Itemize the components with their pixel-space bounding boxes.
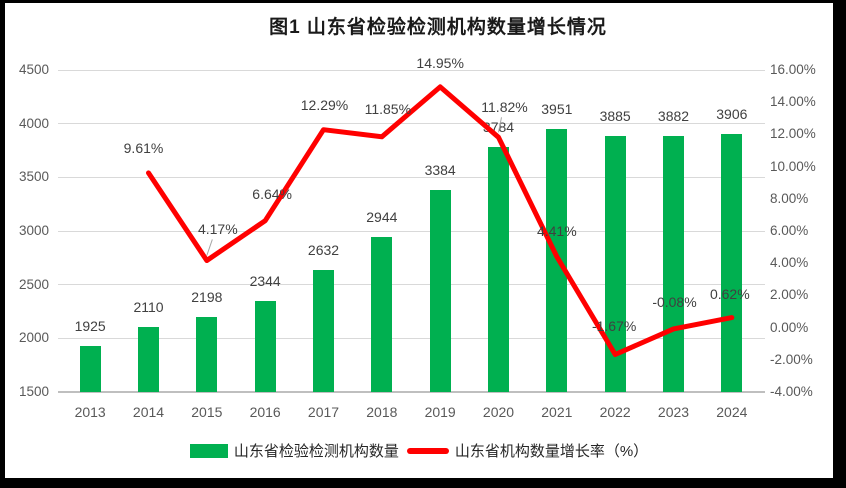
grid-line xyxy=(58,176,765,178)
bar-value-label: 3906 xyxy=(716,105,748,122)
line-point-label: 4.41% xyxy=(536,222,577,239)
bar-value-label: 3384 xyxy=(424,161,456,178)
y-axis-right-tick-label: -2.00% xyxy=(770,351,813,367)
y-axis-right-tick-label: 10.00% xyxy=(770,158,816,174)
bar-value-label: 2632 xyxy=(307,242,340,259)
grid-line xyxy=(58,337,765,339)
bar xyxy=(254,301,276,392)
y-axis-left-tick-label: 3500 xyxy=(18,169,49,185)
y-axis-right-tick-label: 6.00% xyxy=(770,223,809,238)
bar xyxy=(371,237,393,392)
bar-value-label: 3882 xyxy=(657,108,690,125)
y-axis-right-tick-label: 8.00% xyxy=(770,190,809,206)
x-axis-tick-label: 2023 xyxy=(657,404,690,420)
y-axis-right-tick-label: 16.00% xyxy=(770,62,816,77)
x-axis-tick-label: 2019 xyxy=(424,404,456,420)
bar xyxy=(721,133,743,392)
chart-title: 图1 山东省检验检测机构数量增长情况 xyxy=(269,17,607,38)
bar xyxy=(313,270,334,392)
line-point-label: -0.08% xyxy=(652,293,697,310)
line-point-label: 6.64% xyxy=(252,185,292,202)
y-axis-right-tick-label: 4.00% xyxy=(770,255,809,271)
x-axis-tick-label: 2014 xyxy=(132,404,165,420)
x-axis-tick-label: 2024 xyxy=(716,404,748,420)
bar xyxy=(488,146,509,392)
line-point-label: 0.62% xyxy=(709,285,750,302)
bar xyxy=(138,326,159,392)
chart-frame: 图1 山东省检验检测机构数量增长情况 1500 2000 2500 3000 3500 4… xyxy=(5,3,833,478)
growth-line-path xyxy=(146,84,735,357)
bar xyxy=(79,346,101,392)
legend-label-bars: 山东省检验检测机构数量 xyxy=(233,443,399,460)
plot-area: 1500 2000 2500 3000 3500 4000 4500 -4.00% -2.00%… xyxy=(5,3,833,478)
bar-value-label: 1925 xyxy=(74,318,106,335)
label-leader-line xyxy=(206,239,213,256)
x-axis-tick-label: 2021 xyxy=(541,404,573,420)
x-axis-tick-label: 2013 xyxy=(74,404,106,420)
grid-line xyxy=(58,69,765,71)
bar xyxy=(604,136,626,392)
y-axis-right-tick-label: 2.00% xyxy=(770,287,809,303)
legend-item-bars: 山东省检验检测机构数量 xyxy=(189,440,399,461)
grid-line xyxy=(58,284,765,286)
x-axis-tick-label: 2017 xyxy=(307,404,340,420)
legend: 山东省检验检测机构数量 山东省机构数量增长率（%） xyxy=(5,440,833,461)
legend-label-line: 山东省机构数量增长率（%） xyxy=(454,443,649,460)
bar-series-swatch-icon xyxy=(189,443,228,458)
line-series-swatch-icon xyxy=(406,447,449,454)
line-point-label: 9.61% xyxy=(123,139,164,156)
bar-value-label: 2344 xyxy=(249,273,281,290)
y-axis-left-tick-label: 3000 xyxy=(18,223,49,238)
x-axis-tick-label: 2015 xyxy=(191,404,223,420)
grid-line xyxy=(58,230,765,232)
y-axis-right-tick-label: 14.00% xyxy=(770,94,816,110)
y-axis-right-tick-label: 12.00% xyxy=(770,126,816,142)
y-axis-left-tick-label: 4500 xyxy=(18,62,49,77)
label-leader-line xyxy=(498,117,502,133)
bar-value-label: 2110 xyxy=(133,298,164,315)
y-axis-left-tick-label: 1500 xyxy=(18,384,49,399)
bar-value-label: 2198 xyxy=(191,289,223,306)
x-axis-tick-label: 2020 xyxy=(482,404,515,420)
line-point-label: 11.85% xyxy=(364,100,412,117)
x-axis-tick-label: 2016 xyxy=(249,404,281,420)
line-point-label: 12.29% xyxy=(300,96,349,113)
y-axis-left-tick-label: 2500 xyxy=(18,276,49,292)
y-axis-left-tick-label: 4000 xyxy=(18,115,49,131)
bar xyxy=(429,189,451,392)
bar xyxy=(196,317,218,392)
line-point-label: 4.17% xyxy=(197,221,238,238)
bar-value-label: 2944 xyxy=(366,209,398,225)
bar-value-label: 3951 xyxy=(541,100,573,117)
x-axis-tick-label: 2022 xyxy=(599,404,631,420)
grid-line xyxy=(58,391,765,393)
y-axis-left-tick-label: 2000 xyxy=(18,330,49,346)
legend-item-line: 山东省机构数量增长率（%） xyxy=(406,440,649,461)
y-axis-right-tick-label: 0.00% xyxy=(770,319,809,335)
line-point-label: -1.67% xyxy=(591,318,637,335)
y-axis-right-tick-label: -4.00% xyxy=(770,384,813,399)
line-point-label: 14.95% xyxy=(416,54,464,71)
growth-line xyxy=(146,84,735,357)
bar-value-label: 3885 xyxy=(599,108,631,124)
line-point-label: 11.82% xyxy=(481,99,528,116)
x-axis-tick-label: 2018 xyxy=(366,404,398,420)
grid-line xyxy=(58,123,765,125)
